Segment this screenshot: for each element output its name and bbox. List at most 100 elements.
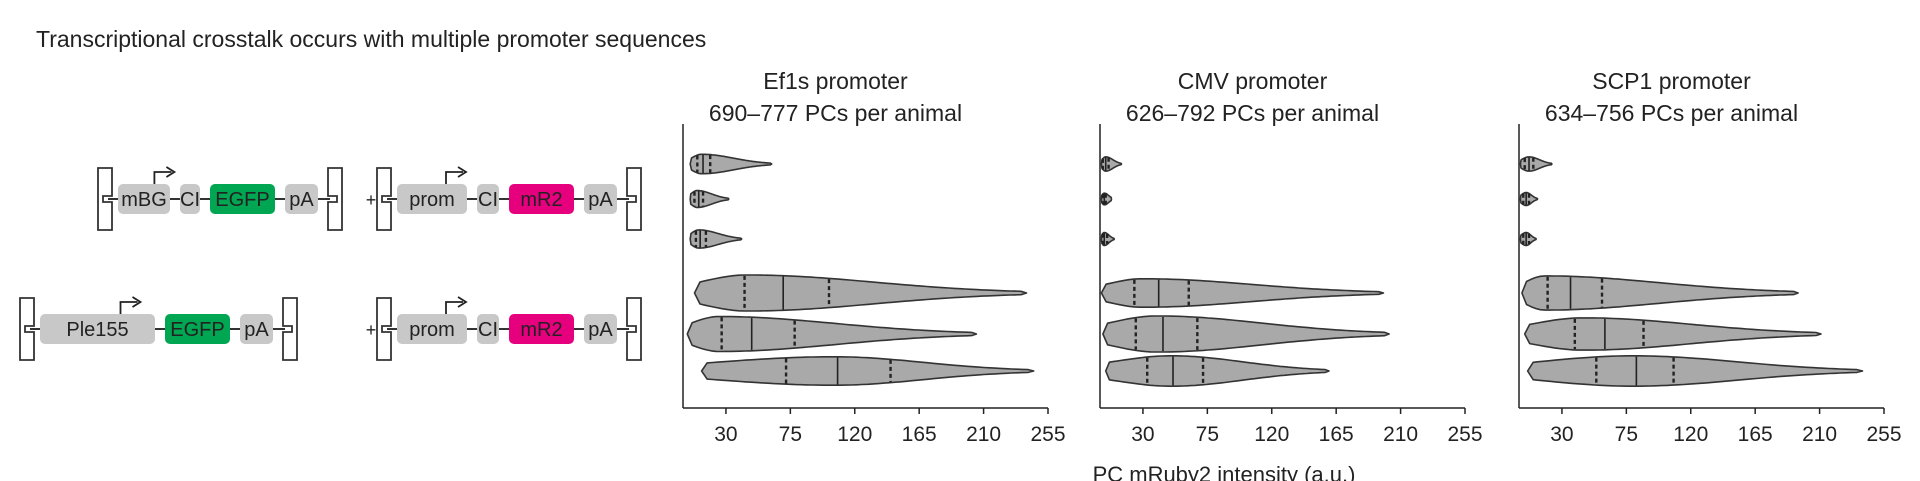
x-tick-label: 120 [837, 423, 872, 446]
tss-arrowhead-icon [132, 296, 143, 308]
part-label-promoter: prom [409, 319, 455, 341]
construct-right-row-0: prom CI mR2 pA [376, 166, 642, 231]
x-tick-label: 75 [1615, 423, 1638, 446]
part-label-gene: mR2 [520, 189, 562, 211]
terminator-left [19, 297, 35, 361]
x-tick-label: 75 [779, 423, 802, 446]
part-label-promoter: mBG [121, 189, 167, 211]
terminator-left [376, 297, 392, 361]
plus-sign: + [366, 320, 377, 340]
violin [689, 153, 773, 175]
part-polyA [285, 184, 318, 214]
tss-arrow-icon [445, 301, 463, 314]
panel-subtitle: 634–756 PCs per animal [1545, 100, 1798, 126]
part-promoter [397, 314, 467, 344]
plus-sign: + [366, 190, 377, 210]
violin [689, 229, 743, 249]
violin [1526, 355, 1864, 387]
terminator-right [626, 297, 642, 361]
construct-left-row-0: mBG CI EGFP pA [97, 166, 343, 231]
panel-subtitle: 690–777 PCs per animal [709, 100, 962, 126]
part-label-polyA: pA [588, 189, 613, 211]
part-label-polyA: pA [244, 319, 269, 341]
part-label-intron: CI [478, 189, 498, 211]
tss-arrowhead-icon [165, 166, 177, 178]
x-tick-label: 165 [1738, 423, 1773, 446]
part-polyA [240, 314, 273, 344]
part-polyA [584, 314, 617, 344]
x-tick-label: 120 [1254, 423, 1289, 446]
part-intron [180, 184, 200, 214]
panel-subtitle: 626–792 PCs per animal [1126, 100, 1379, 126]
violin-body [1519, 191, 1539, 207]
terminator-right [626, 167, 642, 231]
violin-body [689, 229, 743, 249]
x-tick-label: 255 [1030, 423, 1065, 446]
part-intron [477, 184, 499, 214]
part-label-promoter: prom [409, 189, 455, 211]
part-gene [210, 184, 275, 214]
x-tick-label: 210 [966, 423, 1001, 446]
terminator-left [376, 167, 392, 231]
violin [1100, 156, 1123, 172]
panel-title: Ef1s promoter [763, 68, 908, 94]
violin [1100, 231, 1116, 247]
x-tick-label: 210 [1802, 423, 1837, 446]
violin-body [1100, 278, 1385, 308]
violin-body [1102, 315, 1390, 353]
violin-panel-2: SCP1 promoter 634–756 PCs per animal 30 75 1… [1518, 68, 1902, 446]
x-tick-label: 75 [1196, 423, 1219, 446]
part-promoter [40, 314, 155, 344]
x-tick-label: 210 [1383, 423, 1418, 446]
construct-left-row-1: Ple155 EGFP pA [19, 296, 298, 361]
violin-body [1521, 275, 1799, 311]
violin [1519, 231, 1537, 247]
violin-panels: Ef1s promoter 690–777 PCs per animal 30 75 1… [682, 68, 1902, 446]
part-label-intron: CI [478, 319, 498, 341]
panel-title: SCP1 promoter [1592, 68, 1751, 94]
violin-body [689, 189, 730, 209]
violin [1102, 315, 1390, 353]
tss-arrowhead-icon [457, 296, 468, 308]
violin [1519, 156, 1553, 172]
part-label-polyA: pA [289, 189, 314, 211]
x-tick-label: 255 [1447, 423, 1482, 446]
violin-body [689, 153, 773, 175]
part-label-promoter: Ple155 [66, 319, 128, 341]
part-polyA [584, 184, 617, 214]
tss-arrowhead-icon [457, 166, 468, 178]
violin [693, 274, 1028, 312]
violin-body [1104, 355, 1330, 387]
violin-body [693, 274, 1028, 312]
violin [689, 189, 730, 209]
x-tick-label: 120 [1673, 423, 1708, 446]
part-label-polyA: pA [588, 319, 613, 341]
violin-body [1526, 355, 1864, 387]
violin [1100, 278, 1385, 308]
part-gene [509, 184, 574, 214]
violin [686, 315, 978, 353]
panel-title: CMV promoter [1178, 68, 1328, 94]
construct-right-row-1: prom CI mR2 pA [376, 296, 642, 361]
violin [1104, 355, 1330, 387]
violin-panel-0: Ef1s promoter 690–777 PCs per animal 30 75 1… [682, 68, 1066, 446]
x-tick-label: 165 [1319, 423, 1354, 446]
terminator-right [327, 167, 343, 231]
tss-arrow-icon [445, 171, 463, 184]
tss-arrow-icon [153, 171, 172, 184]
violin-body [686, 315, 978, 353]
terminator-left [97, 167, 113, 231]
violin [1523, 317, 1822, 351]
x-tick-label: 30 [1131, 423, 1154, 446]
violin [1100, 192, 1113, 206]
part-promoter [397, 184, 467, 214]
x-axis-label: PC mRuby2 intensity (a.u.) [1093, 462, 1356, 481]
part-label-gene: EGFP [215, 189, 269, 211]
x-tick-label: 255 [1866, 423, 1901, 446]
violin-body [1100, 156, 1123, 172]
violin [700, 356, 1035, 386]
part-intron [477, 314, 499, 344]
part-gene [509, 314, 574, 344]
part-gene [165, 314, 230, 344]
